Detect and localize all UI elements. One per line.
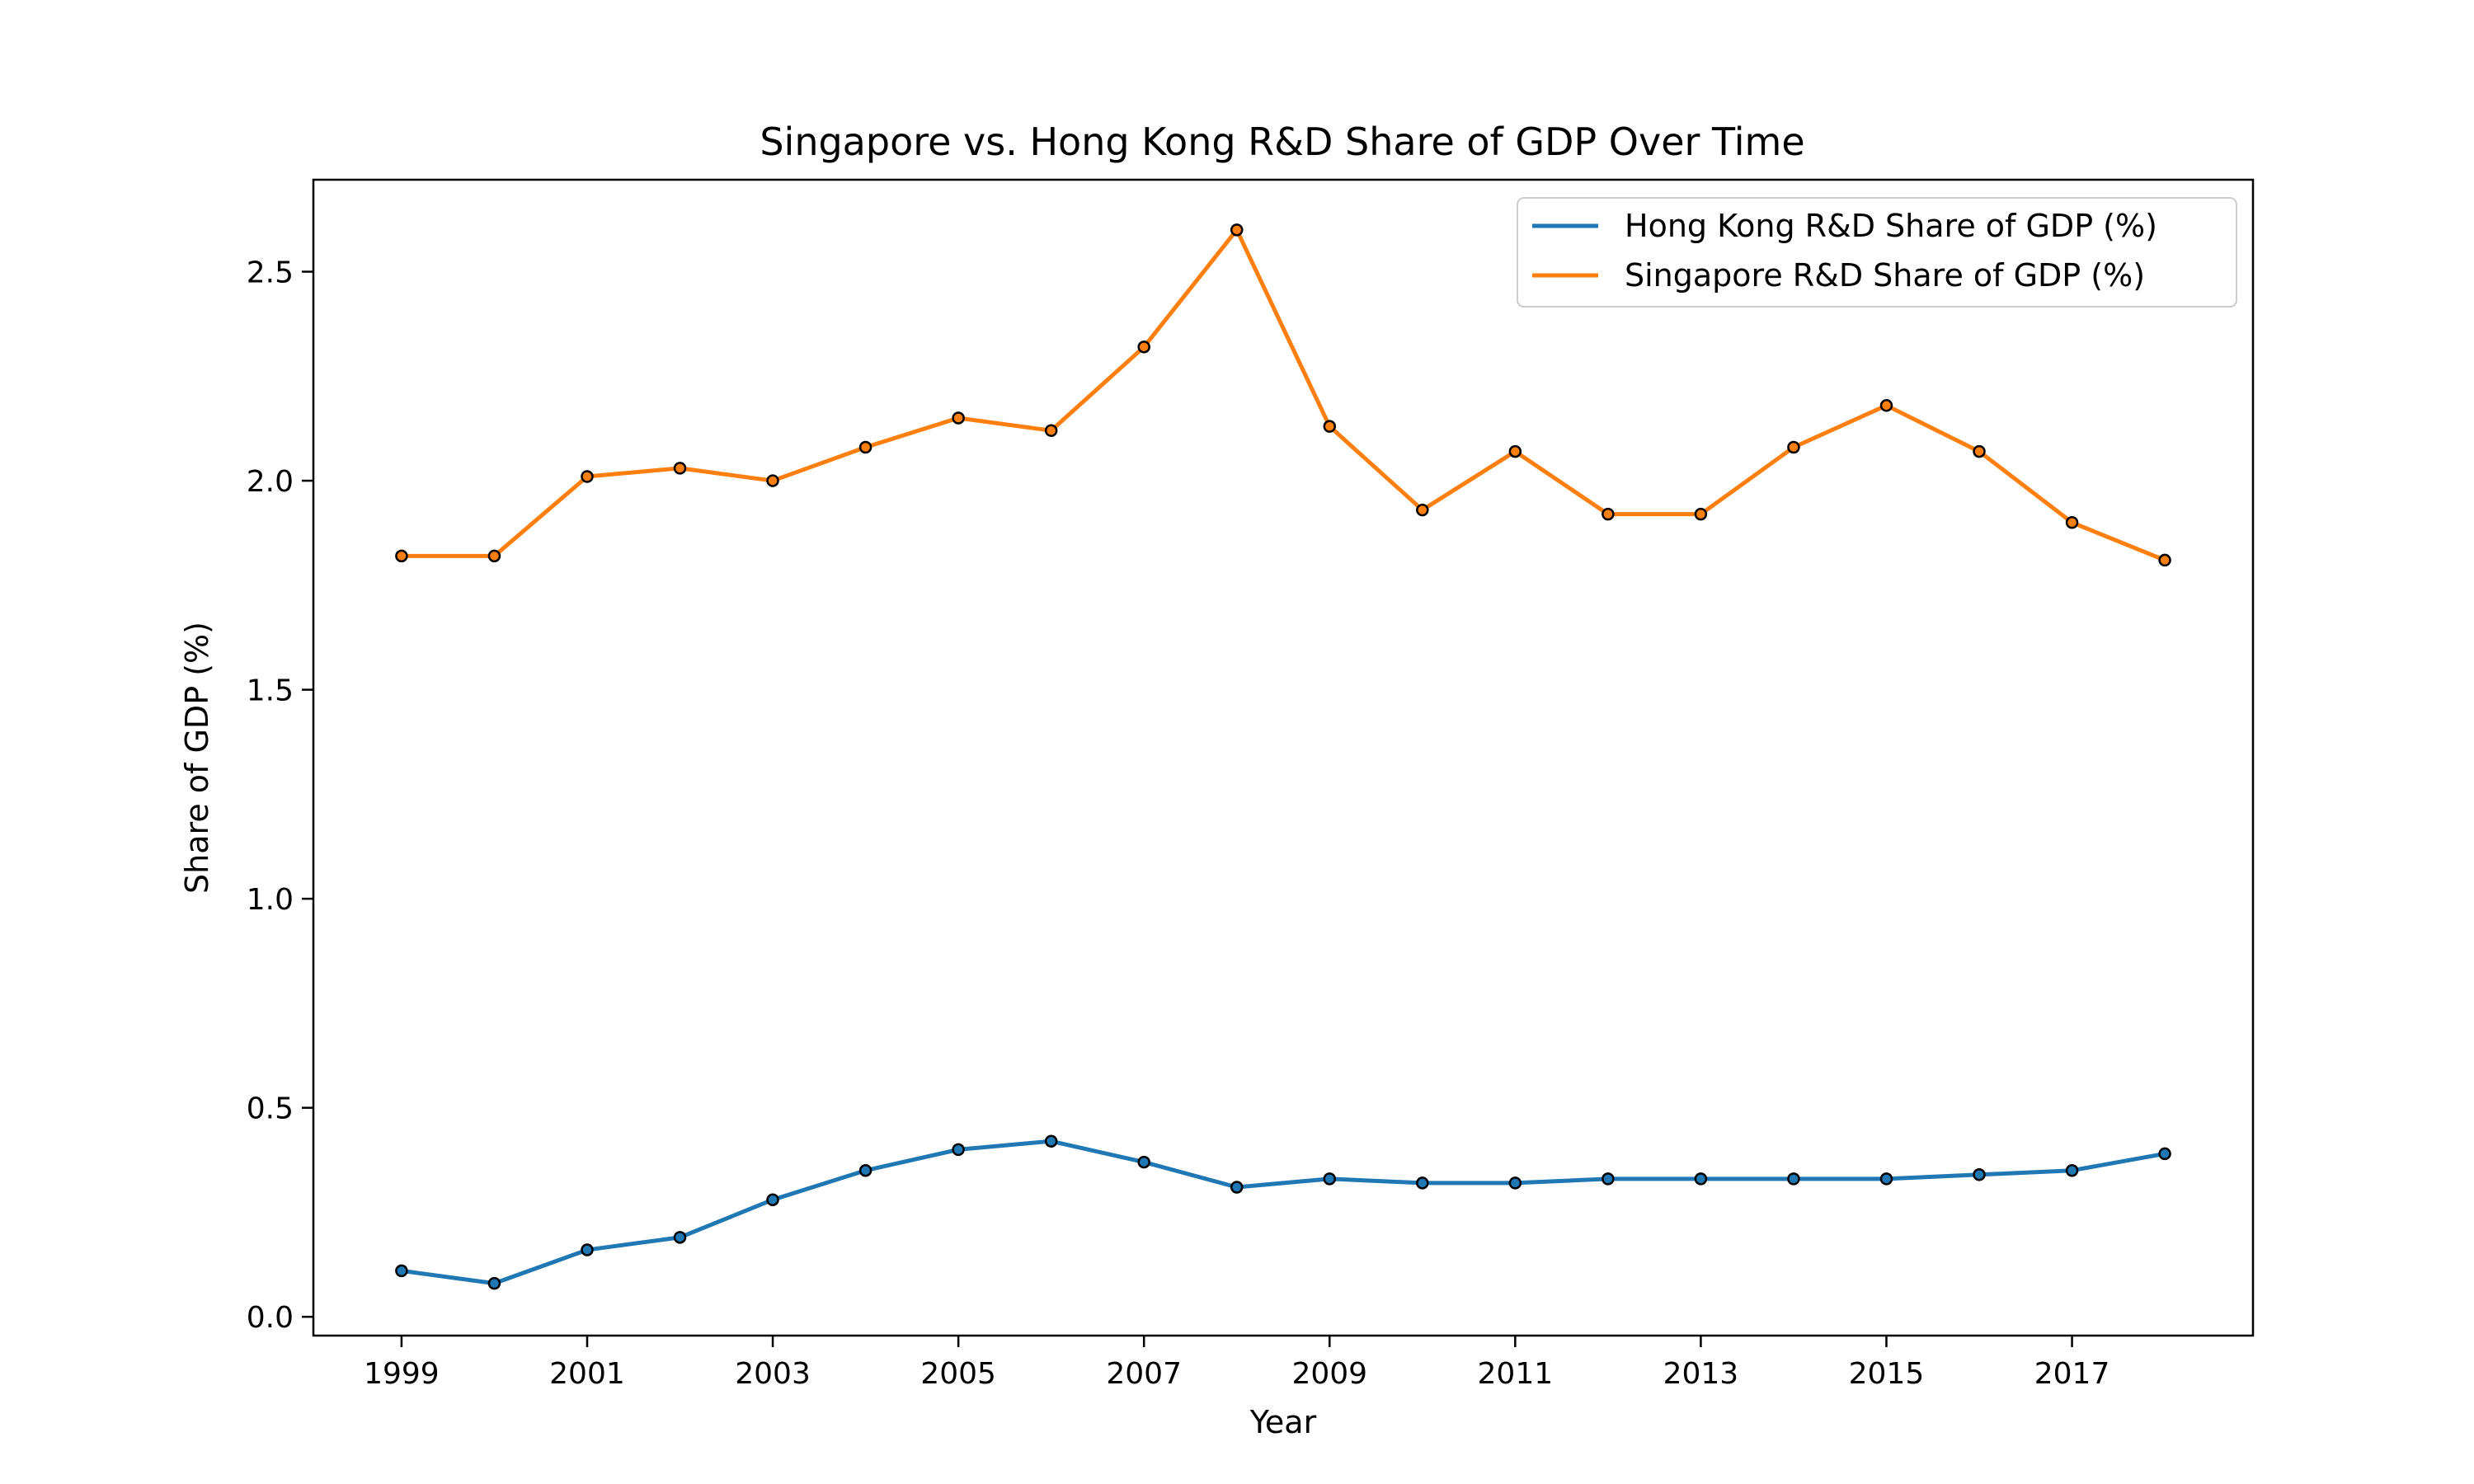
x-axis: 1999 2001 2003 2005 2007 2009 2011 2013 2015 2017 [364, 1336, 2109, 1391]
data-point [1137, 340, 1150, 354]
data-point [2065, 516, 2079, 529]
data-point [1694, 507, 1708, 521]
x-tick-label: 2017 [2034, 1357, 2110, 1391]
y-tick-label: 2.0 [247, 465, 294, 499]
data-point [1044, 1134, 1058, 1148]
y-axis-label: Share of GDP (%) [179, 622, 215, 894]
x-tick-label: 2007 [1106, 1357, 1182, 1391]
x-tick-label: 2013 [1663, 1357, 1739, 1391]
data-point [1602, 507, 1615, 521]
x-tick-label: 2015 [1849, 1357, 1925, 1391]
data-point [1694, 1172, 1708, 1186]
plot-area: 1999 2001 2003 2005 2007 2009 2011 2013 2015 2017… [247, 178, 2255, 1391]
data-point [1230, 1181, 1244, 1194]
y-axis: 0.0 0.5 1.0 1.5 2.0 2.5 [247, 256, 313, 1335]
legend: Hong Kong R&D Share of GDP (%) Singapore … [1517, 197, 2237, 308]
x-tick-label: 2005 [920, 1357, 996, 1391]
data-point [1879, 1172, 1893, 1186]
data-point [581, 470, 594, 483]
y-tick-label: 0.0 [247, 1301, 294, 1335]
x-axis-label: Year [1249, 1404, 1317, 1440]
plot-frame [312, 178, 2255, 1337]
y-tick-label: 0.5 [247, 1092, 294, 1126]
data-point [1044, 424, 1058, 437]
data-point [487, 549, 501, 563]
data-point [1879, 399, 1893, 412]
data-point [1416, 1176, 1429, 1190]
data-point [858, 1163, 872, 1177]
data-point [1508, 1176, 1522, 1190]
data-point [2065, 1163, 2079, 1177]
y-tick-label: 1.5 [247, 674, 294, 708]
x-tick-label: 2009 [1291, 1357, 1367, 1391]
data-point [2158, 1147, 2171, 1161]
data-point [1416, 503, 1429, 517]
chart-title: Singapore vs. Hong Kong R&D Share of GDP… [760, 120, 1804, 164]
legend-entry-label: Singapore R&D Share of GDP (%) [1625, 257, 2145, 294]
data-point [395, 1264, 408, 1278]
data-point [1323, 1172, 1337, 1186]
data-point [2158, 553, 2171, 567]
x-tick-label: 2003 [735, 1357, 811, 1391]
series-group [395, 223, 2171, 1290]
data-point [1230, 223, 1244, 237]
data-point [581, 1243, 594, 1256]
data-point [673, 462, 687, 475]
data-point [1137, 1155, 1150, 1169]
data-point [952, 411, 965, 425]
data-point [673, 1231, 687, 1244]
legend-box [1517, 197, 2237, 308]
data-point [395, 549, 408, 563]
x-tick-label: 2011 [1478, 1357, 1554, 1391]
series-line-2 [401, 228, 2166, 562]
data-point [1508, 444, 1522, 458]
x-tick-label: 2001 [549, 1357, 625, 1391]
data-point [1323, 420, 1337, 433]
data-point [1973, 444, 1986, 458]
data-point [1787, 1172, 1800, 1186]
data-point [766, 474, 779, 487]
data-point [1787, 440, 1800, 454]
data-point [952, 1143, 965, 1157]
data-point [1973, 1168, 1986, 1181]
data-point [858, 440, 872, 454]
series-line-1 [401, 1139, 2166, 1286]
x-tick-label: 1999 [364, 1357, 440, 1391]
data-point [487, 1276, 501, 1290]
data-point [766, 1193, 779, 1206]
y-tick-label: 2.5 [247, 256, 294, 290]
y-tick-label: 1.0 [247, 883, 294, 917]
legend-entry-label: Hong Kong R&D Share of GDP (%) [1625, 208, 2157, 244]
data-point [1602, 1172, 1615, 1186]
